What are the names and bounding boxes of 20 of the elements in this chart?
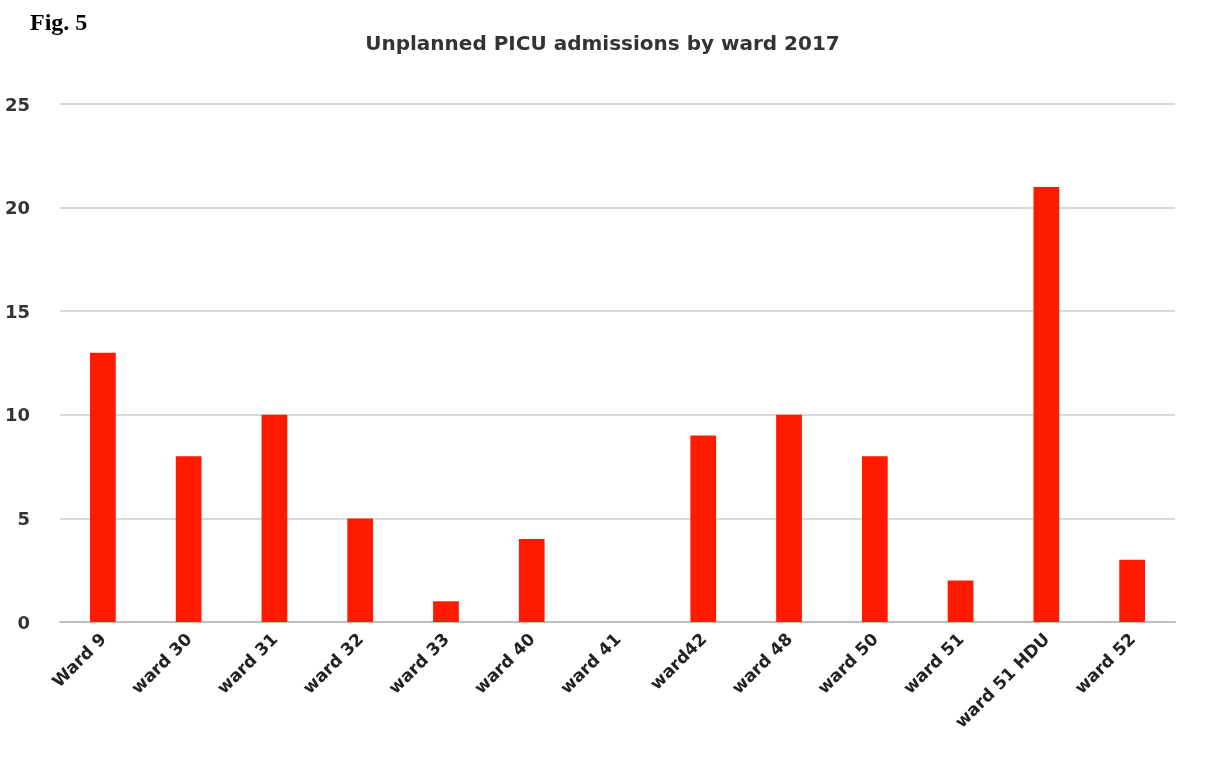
y-tick-label: 10 xyxy=(4,404,30,426)
bar xyxy=(947,580,974,622)
caption: Fig. 5 xyxy=(30,9,88,35)
bar xyxy=(776,414,802,622)
bar xyxy=(347,518,374,622)
bar xyxy=(261,414,288,622)
y-tick-label: 0 xyxy=(17,611,30,633)
y-tick-label: 15 xyxy=(4,300,30,322)
bar xyxy=(1033,186,1060,622)
y-tick-label: 5 xyxy=(17,507,30,529)
bar xyxy=(433,601,459,622)
y-tick-label: 20 xyxy=(4,197,30,219)
bar xyxy=(175,456,202,622)
bar xyxy=(518,539,545,622)
bar xyxy=(690,435,717,622)
bar xyxy=(861,456,888,622)
bar xyxy=(1119,559,1145,622)
chart-title: Unplanned PICU admissions by ward 2017 xyxy=(365,31,840,55)
bar xyxy=(90,352,116,622)
y-tick-label: 25 xyxy=(4,93,30,115)
